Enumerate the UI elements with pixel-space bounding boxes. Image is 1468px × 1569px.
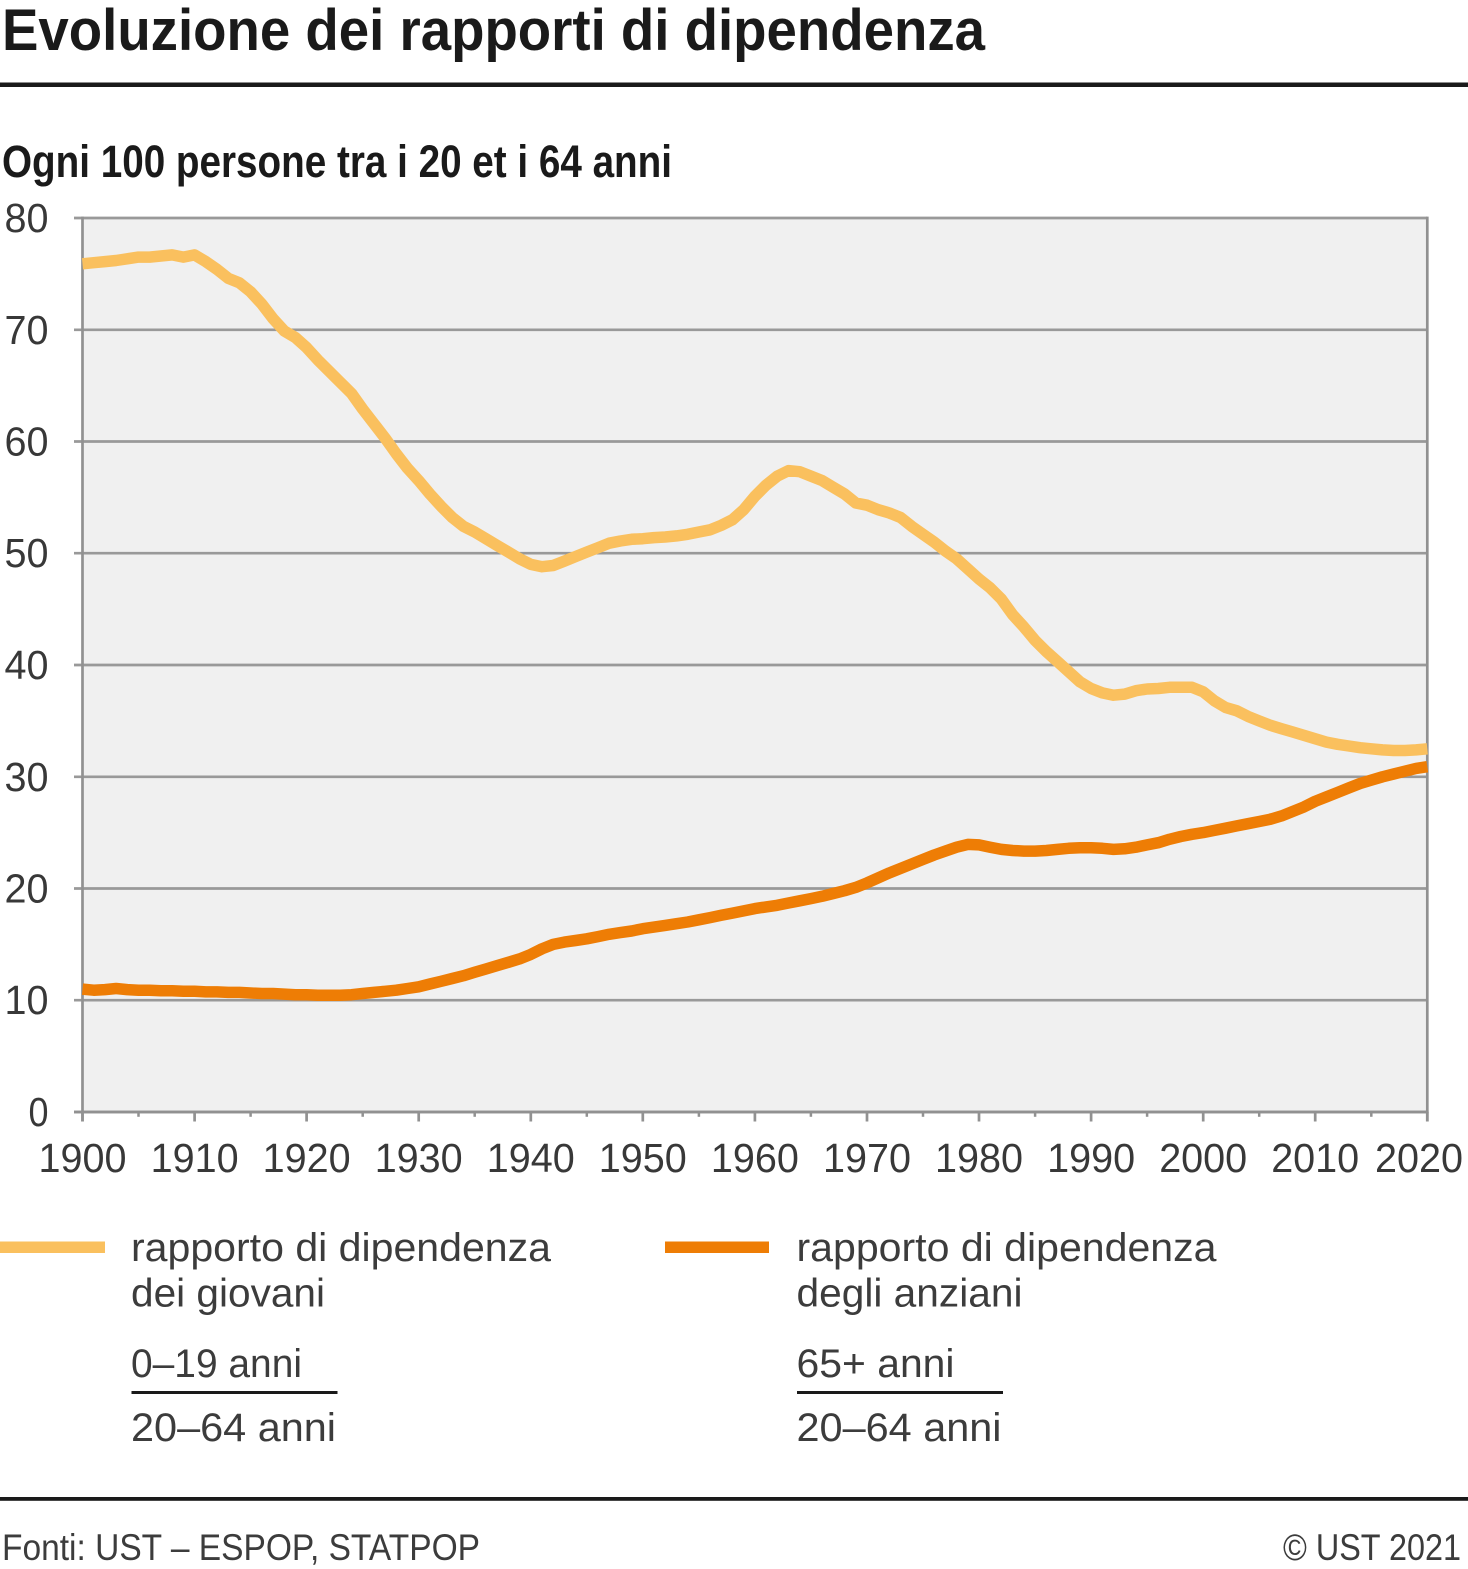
svg-text:Fonti: UST – ESPOP, STATPOP: Fonti: UST – ESPOP, STATPOP bbox=[2, 1526, 480, 1568]
svg-text:1940: 1940 bbox=[487, 1135, 575, 1181]
svg-text:1930: 1930 bbox=[375, 1135, 463, 1181]
svg-text:rapporto di dipendenza: rapporto di dipendenza bbox=[797, 1226, 1218, 1270]
svg-text:1970: 1970 bbox=[823, 1135, 911, 1181]
svg-text:30: 30 bbox=[5, 754, 49, 800]
svg-text:2020: 2020 bbox=[1375, 1135, 1463, 1181]
svg-text:Ogni 100 persone tra i 20 et i: Ogni 100 persone tra i 20 et i 64 anni bbox=[2, 136, 672, 187]
svg-text:degli anziani: degli anziani bbox=[797, 1272, 1023, 1316]
svg-text:70: 70 bbox=[5, 307, 49, 353]
svg-text:80: 80 bbox=[5, 195, 49, 241]
svg-text:65+ anni: 65+ anni bbox=[797, 1342, 955, 1386]
svg-text:50: 50 bbox=[5, 530, 49, 576]
svg-text:1990: 1990 bbox=[1047, 1135, 1135, 1181]
svg-text:40: 40 bbox=[5, 642, 49, 688]
svg-text:1920: 1920 bbox=[263, 1135, 351, 1181]
svg-text:© UST 2021: © UST 2021 bbox=[1283, 1526, 1461, 1568]
svg-text:2010: 2010 bbox=[1271, 1135, 1359, 1181]
svg-text:1960: 1960 bbox=[711, 1135, 799, 1181]
svg-text:60: 60 bbox=[5, 419, 49, 465]
svg-text:20–64 anni: 20–64 anni bbox=[797, 1406, 1002, 1450]
svg-text:20–64 anni: 20–64 anni bbox=[131, 1406, 336, 1450]
svg-text:1910: 1910 bbox=[151, 1135, 239, 1181]
svg-text:0–19 anni: 0–19 anni bbox=[131, 1342, 302, 1386]
svg-text:0: 0 bbox=[29, 1089, 49, 1135]
svg-text:rapporto di dipendenza: rapporto di dipendenza bbox=[131, 1226, 552, 1270]
svg-text:1950: 1950 bbox=[599, 1135, 687, 1181]
svg-text:2000: 2000 bbox=[1159, 1135, 1247, 1181]
svg-text:10: 10 bbox=[5, 977, 49, 1023]
svg-text:1980: 1980 bbox=[935, 1135, 1023, 1181]
svg-text:dei giovani: dei giovani bbox=[131, 1272, 325, 1316]
svg-text:1900: 1900 bbox=[39, 1135, 127, 1181]
svg-text:Evoluzione dei rapporti di dip: Evoluzione dei rapporti di dipendenza bbox=[2, 0, 986, 63]
svg-text:20: 20 bbox=[5, 866, 49, 912]
